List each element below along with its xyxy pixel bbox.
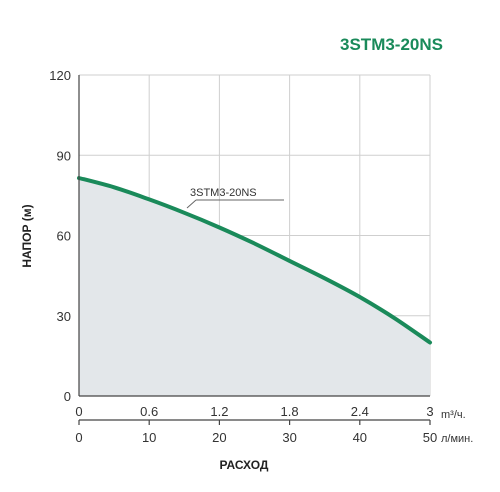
x-tick-label-lmin: 10: [142, 430, 156, 445]
x-tick-label-lmin: 20: [212, 430, 226, 445]
x-unit-lmin: л/мин.: [441, 433, 473, 445]
x-tick-label-m3h: 3: [426, 404, 433, 419]
x-tick-labels-lmin: 0 10 20 30 40 50: [75, 430, 437, 445]
x-axis-title: РАСХОД: [220, 458, 269, 472]
y-tick-labels: 0 30 60 90 120: [49, 68, 71, 404]
y-tick-label: 90: [57, 148, 71, 163]
x-tick-label-m3h: 1.8: [281, 404, 299, 419]
x-tick-label-m3h: 0.6: [140, 404, 158, 419]
x-tick-label-lmin: 0: [75, 430, 82, 445]
x-tick-label-lmin: 40: [353, 430, 367, 445]
head-flow-curve: [77, 176, 432, 345]
curve-fill-area: [79, 178, 430, 396]
series-label: 3STM3-20NS: [190, 187, 257, 199]
y-tick-label: 0: [64, 389, 71, 404]
y-tick-label: 30: [57, 309, 71, 324]
y-tick-label: 60: [57, 229, 71, 244]
y-tick-label: 120: [49, 68, 71, 83]
y-axis-title: НАПОР (м): [20, 204, 34, 267]
axes: [78, 75, 431, 425]
chart-title: 3STM3-20NS: [340, 35, 443, 54]
series-label-leader: [186, 199, 197, 209]
x-tick-label-lmin: 50: [423, 430, 437, 445]
x-tick-label-m3h: 0: [75, 404, 82, 419]
x-tick-label-m3h: 1.2: [210, 404, 228, 419]
x-tick-label-m3h: 2.4: [351, 404, 369, 419]
x-tick-labels-m3h: 0 0.6 1.2 1.8 2.4 3: [75, 404, 433, 419]
x-unit-m3h: m³/ч.: [441, 409, 466, 421]
x-tick-label-lmin: 30: [282, 430, 296, 445]
